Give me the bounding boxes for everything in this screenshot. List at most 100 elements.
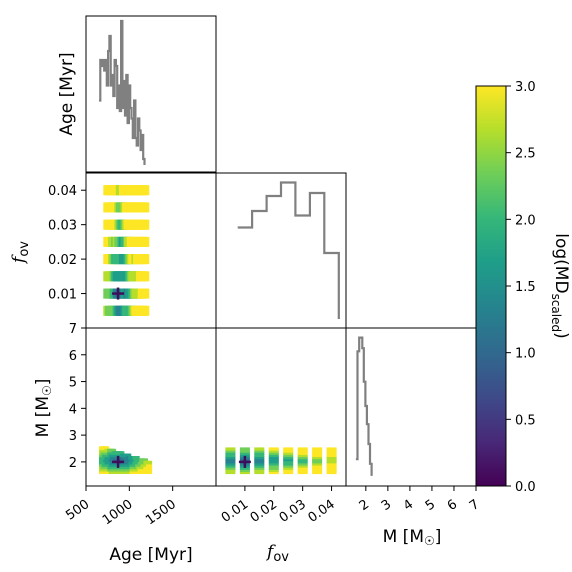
x-tick-label-fov: 0.03: [277, 497, 309, 526]
heatmap-cell: [283, 464, 294, 468]
x-tick-label-mass: 6: [445, 497, 460, 514]
axis-ticks: 500 1000 1500 0.010.020.030.04 2 3 4 5 6 70.010.0…: [48, 184, 482, 528]
x-tick-label-mass: 7: [467, 497, 482, 514]
heatmap-mass-vs-age: [99, 446, 153, 474]
ylabel-mass: M [M☉]: [33, 379, 54, 438]
heatmap-cell: [146, 468, 153, 472]
y-tick-label-mass: 5: [69, 376, 77, 391]
heatmap-cell: [268, 466, 279, 470]
heatmap-fov-vs-age: [103, 185, 150, 316]
x-tick-label-age: 1000: [100, 497, 136, 528]
colorbar-tick-label: 2.0: [515, 213, 536, 228]
heatmap-cell: [268, 449, 279, 453]
heatmap-cell: [268, 462, 279, 466]
heatmap-cell: [326, 453, 337, 457]
heatmap-cell: [312, 470, 323, 475]
xlabel-fov: fov: [265, 542, 289, 565]
colorbar-ticks: 0.0 0.5 1.0 1.5 2.0 2.5 3.0: [506, 80, 536, 495]
heatmap-cell: [326, 456, 337, 460]
heatmap-cell: [225, 453, 236, 457]
heatmap-cell: [146, 465, 153, 470]
heatmap-cell: [312, 451, 323, 455]
x-tick-label-age: 1500: [143, 497, 179, 528]
heatmap-cell: [146, 460, 153, 465]
xlabel-age: Age [Myr]: [109, 545, 192, 565]
y-tick-label-mass: 3: [69, 429, 77, 444]
colorbar-label: log(MDscaled): [549, 233, 571, 339]
heatmap-cell: [133, 456, 140, 460]
y-tick-label-mass: 4: [69, 402, 77, 417]
heatmap-cell: [312, 456, 323, 460]
heatmap-cell: [140, 271, 150, 282]
heatmap-cell: [326, 466, 337, 470]
colorbar-tick-label: 1.0: [515, 347, 536, 362]
heatmap-cell: [297, 458, 308, 462]
heatmap-cell: [225, 466, 236, 470]
heatmap-cell: [254, 458, 265, 462]
colorbar-tick-label: 0.5: [515, 413, 536, 428]
heatmap-cell: [140, 254, 150, 265]
heatmap-cell: [297, 447, 308, 451]
heatmap-cell: [140, 185, 150, 196]
heatmap-cell: [326, 468, 337, 472]
heatmap-cell: [326, 470, 337, 475]
heatmap-cell: [326, 451, 337, 455]
colorbar-tick-label: 1.5: [515, 280, 536, 295]
panel-mass-vs-fov: [215, 327, 347, 487]
y-tick-label-mass: 6: [69, 349, 77, 364]
heatmap-cell: [140, 219, 150, 230]
heatmap-cell: [239, 451, 250, 455]
heatmap-cell: [239, 447, 250, 451]
heatmap-cell: [254, 453, 265, 457]
histogram-fov: [237, 181, 340, 319]
heatmap-cell: [326, 460, 337, 464]
heatmap-cell: [326, 458, 337, 462]
heatmap-cell: [297, 460, 308, 464]
heatmap-cell: [239, 470, 250, 475]
heatmap-cell: [268, 451, 279, 455]
x-tick-label-mass: 3: [379, 497, 394, 514]
heatmap-cell: [297, 468, 308, 472]
heatmap-mass-vs-fov: [225, 447, 337, 475]
heatmap-cell: [297, 470, 308, 475]
heatmap-cell: [283, 462, 294, 466]
heatmap-cell: [146, 470, 153, 474]
heatmap-cell: [140, 305, 150, 316]
heatmap-cell: [283, 449, 294, 453]
heatmap-cell: [297, 456, 308, 460]
heatmap-cell: [297, 464, 308, 468]
heatmap-cell: [268, 447, 279, 451]
x-tick-label-fov: 0.04: [306, 497, 338, 526]
heatmap-cell: [326, 464, 337, 468]
heatmap-cell: [283, 456, 294, 460]
xlabel-mass: M [M☉]: [383, 527, 442, 548]
heatmap-cell: [312, 466, 323, 470]
y-tick-label-fov: 0.03: [48, 219, 77, 234]
heatmap-cell: [254, 470, 265, 475]
panel-fov-vs-age: [85, 172, 217, 329]
x-tick-label-age: 500: [63, 497, 92, 524]
heatmap-cell: [326, 462, 337, 466]
heatmap-cell: [283, 458, 294, 462]
heatmap-cell: [225, 458, 236, 462]
heatmap-cell: [140, 236, 150, 247]
heatmap-cell: [225, 449, 236, 453]
heatmap-cell: [140, 202, 150, 213]
heatmap-cell: [254, 464, 265, 468]
heatmap-cell: [312, 453, 323, 457]
heatmap-cell: [312, 458, 323, 462]
y-tick-label-mass: 2: [69, 456, 77, 471]
heatmap-cell: [254, 456, 265, 460]
heatmap-cell: [312, 468, 323, 472]
heatmap-cell: [110, 448, 117, 453]
heatmap-cell: [268, 458, 279, 462]
histogram-mass: [355, 336, 373, 476]
x-tick-label-fov: 0.01: [219, 497, 251, 526]
heatmap-cell: [268, 453, 279, 457]
heatmap-cell: [312, 462, 323, 466]
histogram-age: [99, 19, 146, 165]
heatmap-cell: [239, 453, 250, 457]
heatmap-cell: [268, 470, 279, 475]
heatmap-cell: [283, 447, 294, 451]
heatmap-cell: [268, 456, 279, 460]
